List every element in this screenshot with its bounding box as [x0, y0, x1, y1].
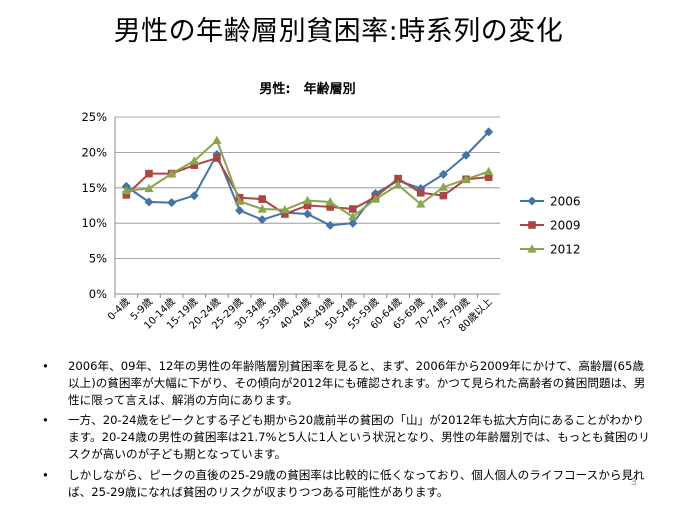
- data-point-2009: [145, 169, 153, 178]
- data-point-2006: [325, 220, 335, 230]
- bullet-dot: •: [42, 359, 49, 373]
- bullet-text: 2006年、09年、12年の男性の年齢階層別貧困率を見ると、まず、2006年から…: [68, 359, 646, 407]
- chart-title: 男性: 年齢層別: [259, 81, 355, 97]
- data-point-2012: [416, 199, 426, 208]
- bullet-dot: •: [42, 467, 49, 482]
- data-point-2012: [280, 204, 290, 214]
- chart-area: 男性: 年齢層別 0% 5% 10% 15% 20% 25% 0-4歳 5-9歳 10-14歳 15…: [60, 72, 600, 362]
- bullet-item: • しかしながら、ピークの直後の25-29歳の貧困率は比較的に低くなっており、個人…: [30, 467, 650, 501]
- data-point-2009: [303, 201, 312, 210]
- data-point-2009: [281, 210, 289, 218]
- data-point-2012: [461, 174, 471, 183]
- data-point-2012: [167, 168, 177, 178]
- y-tick-label: 15%: [81, 181, 107, 195]
- legend-marker-2012: [527, 244, 537, 253]
- data-point-2006: [257, 215, 267, 225]
- data-point-2012: [438, 182, 448, 191]
- data-point-2012: [302, 195, 313, 205]
- data-point-2009: [190, 161, 199, 169]
- data-point-2012: [325, 197, 335, 206]
- data-point-2012: [370, 194, 381, 203]
- data-point-2006: [438, 169, 448, 179]
- bullet-item: • 2006年、09年、12年の男性の年齢階層別貧困率を見ると、まず、2006年か…: [30, 358, 650, 408]
- bullet-dot: •: [42, 413, 49, 428]
- data-point-2012: [348, 212, 358, 221]
- legend-label-2012: 2012: [550, 243, 581, 257]
- bullet-item: • 一方、20-24歳をピークとする子ども期から20歳前半の貧困の「山」が2012…: [30, 412, 650, 462]
- y-tick-label: 10%: [81, 216, 107, 230]
- data-point-2012: [234, 196, 245, 205]
- data-point-2009: [439, 191, 448, 200]
- legend-marker-2009: [528, 221, 536, 229]
- data-point-2009: [348, 205, 357, 213]
- bullet-text: 一方、20-24歳をピークとする子ども期から20歳前半の貧困の「山」が2012年…: [68, 413, 650, 461]
- data-point-2006: [235, 205, 245, 215]
- y-tick-label: 5%: [89, 252, 107, 266]
- legend-marker-2006: [527, 196, 537, 206]
- legend-label-2009: 2009: [550, 219, 581, 233]
- data-point-2012: [212, 135, 222, 144]
- legend-label-2006: 2006: [550, 195, 581, 209]
- slide-title: 男性の年齢層別貧困率:時系列の変化: [113, 16, 564, 47]
- data-point-2012: [484, 166, 494, 176]
- data-point-2009: [394, 174, 402, 183]
- y-tick-label: 0%: [89, 287, 107, 301]
- y-tick-label: 20%: [81, 145, 107, 159]
- line-chart: 男性: 年齢層別0%5%10%15%20%25%0-4歳5-9歳10-14歳15…: [81, 81, 581, 334]
- data-point-2012: [121, 185, 131, 195]
- data-point-2012: [393, 180, 403, 189]
- data-point-2012: [257, 204, 267, 213]
- page-number: 3: [630, 477, 637, 488]
- data-point-2006: [167, 198, 177, 208]
- y-tick-label: 25%: [81, 110, 107, 124]
- data-point-2009: [122, 191, 131, 199]
- bullet-list: • 2006年、09年、12年の男性の年齢階層別貧困率を見ると、まず、2006年か…: [30, 358, 650, 504]
- data-point-2009: [258, 195, 267, 203]
- data-point-2009: [416, 188, 425, 197]
- data-point-2006: [461, 150, 471, 160]
- data-point-2012: [144, 183, 154, 193]
- data-point-2009: [326, 203, 334, 211]
- data-point-2009: [484, 173, 493, 181]
- x-tick-label: 0-4歳: [105, 296, 132, 323]
- data-point-2006: [348, 218, 358, 228]
- data-point-2012: [189, 156, 199, 165]
- data-point-2006: [484, 127, 494, 137]
- data-point-2006: [189, 191, 199, 201]
- data-point-2009: [213, 154, 221, 162]
- data-point-2006: [303, 209, 312, 219]
- bullet-text: しかしながら、ピークの直後の25-29歳の貧困率は比較的に低くなっており、個人個…: [68, 467, 645, 499]
- data-point-2006: [144, 197, 154, 207]
